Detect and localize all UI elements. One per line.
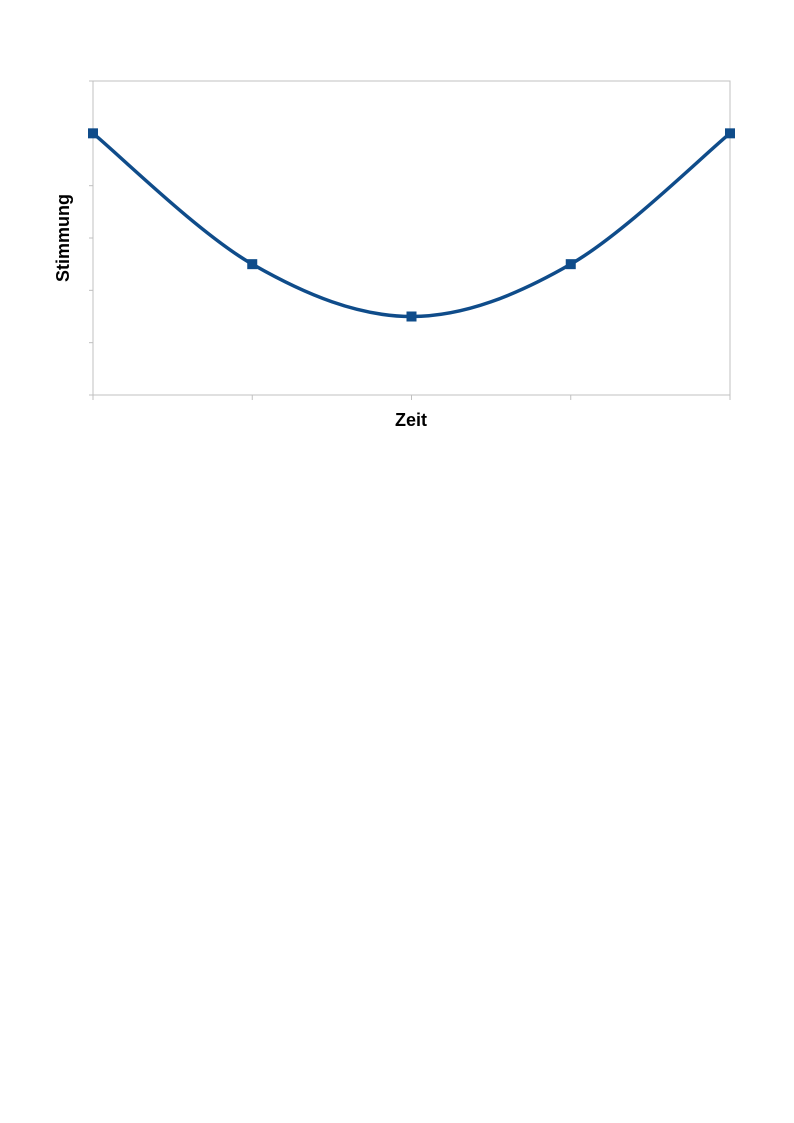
data-point-3 bbox=[565, 259, 576, 270]
data-point-2 bbox=[406, 311, 417, 322]
plot-frame bbox=[92, 80, 731, 396]
line-chart: Zeit Stimmung bbox=[53, 80, 735, 430]
data-point-0 bbox=[88, 128, 98, 139]
data-point-4 bbox=[725, 128, 735, 139]
data-point-1 bbox=[247, 259, 258, 270]
y-axis-title: Stimmung bbox=[53, 194, 73, 282]
series-layer bbox=[88, 128, 735, 322]
x-axis-title: Zeit bbox=[395, 410, 427, 430]
y-axis-ticks bbox=[89, 80, 93, 396]
series-line-0 bbox=[91, 131, 732, 319]
x-axis-ticks bbox=[92, 395, 731, 400]
